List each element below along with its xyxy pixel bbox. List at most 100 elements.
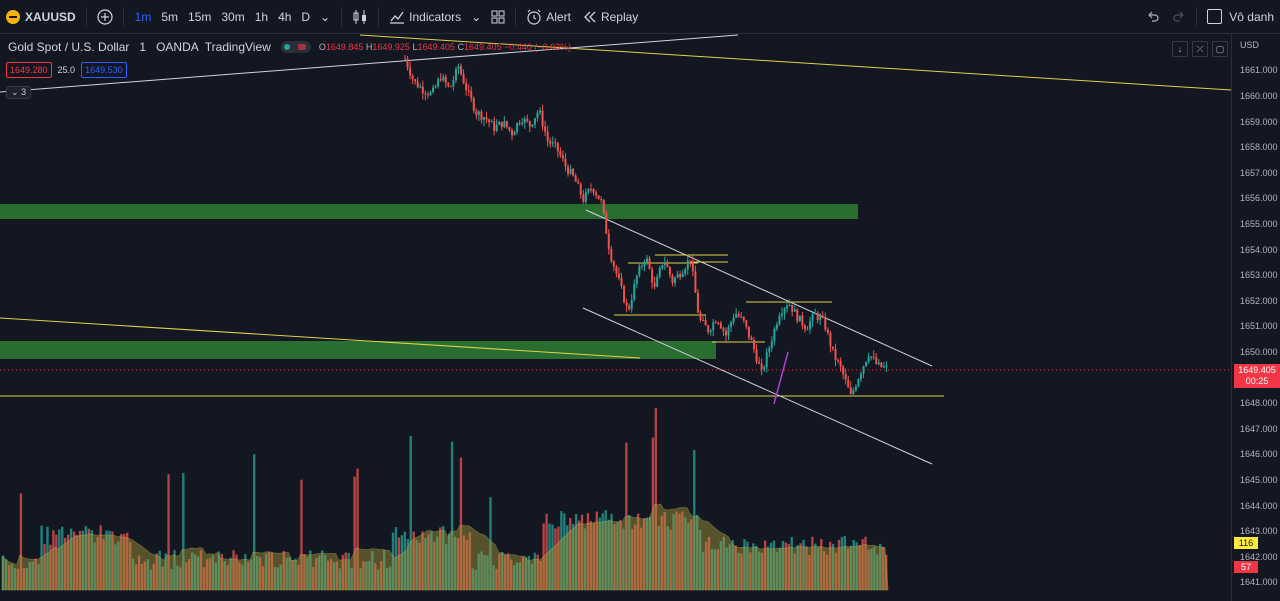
candle-body xyxy=(709,330,712,333)
timeframe-30m[interactable]: 30m xyxy=(221,9,245,24)
change-value: −0.440 (−0.03%) xyxy=(504,42,572,52)
ask-price[interactable]: 1649.530 xyxy=(81,62,127,78)
timeframe-4h[interactable]: 4h xyxy=(278,9,292,24)
candle-body xyxy=(460,66,463,75)
volume-bar xyxy=(140,563,144,590)
volume-bar xyxy=(498,554,501,590)
volume-bar xyxy=(731,539,734,590)
candle-body xyxy=(648,258,651,269)
volume-bar xyxy=(805,546,808,590)
price-tick-label: 1648.000 xyxy=(1240,398,1278,409)
timeframe-5m[interactable]: 5m xyxy=(161,9,179,24)
volume-bar xyxy=(840,537,844,590)
volume-bar xyxy=(347,552,350,590)
indicators-button[interactable]: Indicators xyxy=(383,0,467,34)
symbol-search[interactable]: XAUUSD xyxy=(0,0,82,34)
volume-bar xyxy=(808,554,811,590)
candle-body xyxy=(829,332,832,347)
candle-body xyxy=(638,266,641,276)
candle-body xyxy=(816,313,819,321)
volume-ma-area xyxy=(1,503,889,591)
candle-body xyxy=(747,326,750,338)
candle-body xyxy=(513,131,516,136)
replay-label: Replay xyxy=(600,9,639,24)
redo-button[interactable] xyxy=(1166,0,1192,34)
timeframe-1m[interactable]: 1m xyxy=(134,9,152,24)
volume-bar xyxy=(264,553,268,590)
timeframe-dropdown-chevron-down-icon[interactable]: ⌄ xyxy=(320,9,331,24)
volume-bar xyxy=(350,567,353,590)
volume-bar xyxy=(436,536,439,590)
candle-body xyxy=(442,76,445,81)
candle-body xyxy=(844,374,847,380)
timeframe-1h[interactable]: 1h xyxy=(254,9,269,24)
candle-body xyxy=(623,286,626,303)
volume-bar xyxy=(13,567,17,590)
volume-bar xyxy=(329,559,333,590)
visibility-toggle-icon[interactable] xyxy=(280,41,311,53)
volume-bar xyxy=(669,529,672,590)
volume-bar xyxy=(344,552,347,590)
candle-body xyxy=(811,314,814,322)
price-chart[interactable] xyxy=(0,34,1231,601)
candle-body xyxy=(572,169,575,176)
indicators-dropdown-chevron-down-icon[interactable]: ⌄ xyxy=(471,9,482,24)
candle-body xyxy=(640,265,643,267)
layouts-button[interactable] xyxy=(485,0,511,34)
volume-bar xyxy=(456,537,460,590)
price-axis[interactable]: USD 1661.000 1660.000 1659.000 1658.000 1657… xyxy=(1231,34,1280,601)
volume-bar xyxy=(837,539,841,590)
volume-bar xyxy=(208,558,212,590)
alert-button[interactable]: Alert xyxy=(520,0,577,34)
price-tick-label: 1643.000 xyxy=(1240,526,1278,537)
volume-bar xyxy=(825,554,829,590)
spread-value: 25.0 xyxy=(57,65,76,75)
candle-body xyxy=(814,313,817,315)
candle-body xyxy=(475,110,478,115)
undo-button[interactable] xyxy=(1140,0,1166,34)
compare-symbol-button[interactable] xyxy=(91,0,119,34)
volume-bar xyxy=(167,474,170,590)
candle-body xyxy=(470,90,473,99)
candle-body xyxy=(865,361,868,367)
maximize-icon[interactable]: ▢ xyxy=(1212,41,1228,57)
candle-body xyxy=(872,356,875,358)
candle-body xyxy=(737,313,740,317)
volume-bar xyxy=(604,510,607,590)
volume-bar xyxy=(111,531,114,590)
volume-bar xyxy=(4,559,8,590)
volume-bar xyxy=(563,513,566,590)
volume-bar xyxy=(137,555,141,590)
volume-bar xyxy=(105,530,108,590)
volume-bar xyxy=(725,547,728,590)
candle-body xyxy=(437,79,440,87)
layout-name-button[interactable]: Vô danh xyxy=(1201,0,1280,34)
candle-body xyxy=(763,367,766,370)
volume-bar xyxy=(583,528,587,590)
chart-type-button[interactable] xyxy=(346,0,374,34)
volume-bar xyxy=(158,550,161,590)
timeframe-d[interactable]: D xyxy=(301,9,311,24)
divider xyxy=(378,6,380,27)
replay-button[interactable]: Replay xyxy=(577,0,644,34)
collapse-icon[interactable]: ⤫ xyxy=(1192,41,1208,57)
volume-bar xyxy=(382,550,386,590)
volume-bar xyxy=(173,550,176,590)
candle-body xyxy=(426,94,429,96)
undo-icon xyxy=(1148,11,1159,22)
arrow-down-icon[interactable]: ↓ xyxy=(1172,41,1188,57)
volume-bar xyxy=(761,552,764,590)
volume-bar xyxy=(793,553,796,590)
candle-body xyxy=(839,360,842,367)
timeframe-15m[interactable]: 15m xyxy=(188,9,212,24)
currency-label[interactable]: USD xyxy=(1240,40,1260,50)
divider xyxy=(85,6,87,27)
candle-body xyxy=(516,122,519,132)
volume-bar xyxy=(7,564,11,590)
volume-bar xyxy=(551,524,554,590)
bid-price[interactable]: 1649.280 xyxy=(6,62,52,78)
candle-body xyxy=(635,275,638,284)
indicators-collapse-button[interactable]: ⌄ 3 xyxy=(6,86,32,99)
close-key: C xyxy=(457,42,465,52)
trendline-lower-yellow xyxy=(0,317,641,359)
